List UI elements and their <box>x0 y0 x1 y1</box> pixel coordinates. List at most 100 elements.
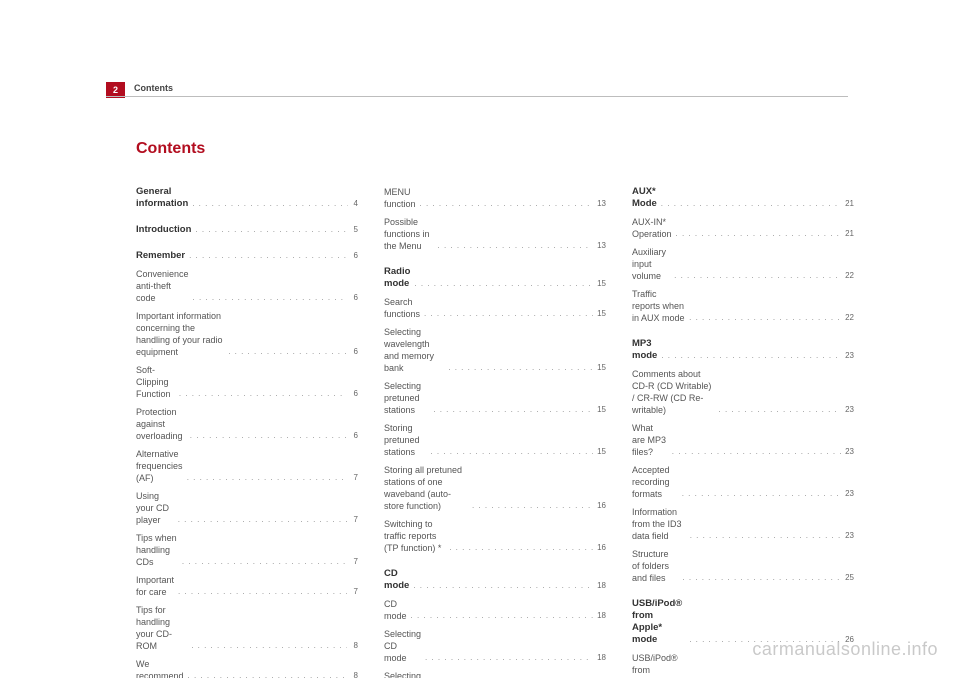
toc-entry: Structure of folders and files . . . . .… <box>632 548 854 584</box>
toc-entry: Storing all pretuned stations of one wav… <box>384 464 606 512</box>
toc-entry-page: 15 <box>597 404 606 416</box>
toc-leader-dots: . . . . . . . . . . . . . . . . . . . . … <box>689 312 841 324</box>
toc-leader-dots: . . . . . . . . . . . . . . . . . . . . … <box>690 530 841 542</box>
toc-entry-label: Accepted recording formats <box>632 464 678 500</box>
toc-entry: Selecting CD tracks . . . . . . . . . . … <box>384 670 606 678</box>
page-title: Contents <box>136 140 205 158</box>
toc-entry-page: 5 <box>352 224 358 236</box>
toc-leader-dots: . . . . . . . . . . . . . . . . . . . . … <box>430 446 593 458</box>
toc-entry-page: 21 <box>845 198 854 210</box>
running-head: Contents <box>134 83 173 93</box>
toc-entry: Switching to traffic reports (TP functio… <box>384 518 606 554</box>
toc-leader-dots: . . . . . . . . . . . . . . . . . . . . … <box>661 198 841 210</box>
toc-column: AUX* Mode . . . . . . . . . . . . . . . … <box>632 186 854 678</box>
toc-leader-dots: . . . . . . . . . . . . . . . . . . . . … <box>661 350 841 362</box>
toc-entry-page: 8 <box>351 670 358 678</box>
toc-entry-label: We recommend <box>136 658 184 678</box>
toc-entry-page: 22 <box>845 270 854 282</box>
toc-entry-label: Using your CD player <box>136 490 174 526</box>
toc-entry-page: 7 <box>351 586 358 598</box>
toc-entry-page: 16 <box>597 500 606 512</box>
toc-entry-label: Alternative frequencies (AF) <box>136 448 183 484</box>
toc-entry-label: Traffic reports when in AUX mode <box>632 288 685 324</box>
toc-leader-dots: . . . . . . . . . . . . . . . . . . . . … <box>472 500 593 512</box>
toc-entry-label: USB/iPod® from Apple* mode <box>632 598 685 646</box>
toc-entry-label: Soft-Clipping Function <box>136 364 175 400</box>
toc-leader-dots: . . . . . . . . . . . . . . . . . . . . … <box>411 610 594 622</box>
toc-entry: Traffic reports when in AUX mode . . . .… <box>632 288 854 324</box>
toc-entry-page: 18 <box>597 580 606 592</box>
watermark: carmanualsonline.info <box>752 639 938 660</box>
toc-entry: MP3 mode . . . . . . . . . . . . . . . .… <box>632 338 854 362</box>
toc-entry: Protection against overloading . . . . .… <box>136 406 358 442</box>
toc-entry-label: Comments about CD-R (CD Writable) / CR-R… <box>632 368 715 416</box>
toc-entry-page: 4 <box>352 198 358 210</box>
toc-leader-dots: . . . . . . . . . . . . . . . . . . . . … <box>449 542 593 554</box>
toc-entry-page: 16 <box>597 542 606 554</box>
toc-entry-page: 13 <box>597 198 606 210</box>
toc-entry: Selecting CD mode . . . . . . . . . . . … <box>384 628 606 664</box>
toc-entry-page: 25 <box>845 572 854 584</box>
toc-entry: Remember . . . . . . . . . . . . . . . .… <box>136 250 358 262</box>
toc-entry-label: Tips for handling your CD-ROM <box>136 604 187 652</box>
toc-entry-page: 15 <box>597 308 606 320</box>
toc-leader-dots: . . . . . . . . . . . . . . . . . . . . … <box>178 514 347 526</box>
toc-entry: Search functions . . . . . . . . . . . .… <box>384 296 606 320</box>
toc-entry: Comments about CD-R (CD Writable) / CR-R… <box>632 368 854 416</box>
toc-leader-dots: . . . . . . . . . . . . . . . . . . . . … <box>425 652 593 664</box>
toc-entry-label: Selecting wavelength and memory bank <box>384 326 444 374</box>
toc-entry-page: 23 <box>845 446 854 458</box>
toc-entry: Radio mode . . . . . . . . . . . . . . .… <box>384 266 606 290</box>
toc-entry-label: Search functions <box>384 296 420 320</box>
toc-leader-dots: . . . . . . . . . . . . . . . . . . . . … <box>672 446 841 458</box>
toc-entry-page: 6 <box>351 430 358 442</box>
toc-entry: Convenience anti-theft code . . . . . . … <box>136 268 358 304</box>
toc-leader-dots: . . . . . . . . . . . . . . . . . . . . … <box>179 388 347 400</box>
toc-entry: Soft-Clipping Function . . . . . . . . .… <box>136 364 358 400</box>
toc-entry-label: What are MP3 files? <box>632 422 668 458</box>
toc-entry-label: MENU function <box>384 186 416 210</box>
toc-entry-label: Tips when handling CDs <box>136 532 178 568</box>
toc-entry: Tips for handling your CD-ROM . . . . . … <box>136 604 358 652</box>
toc-entry-label: Protection against overloading <box>136 406 186 442</box>
toc-entry-label: Radio mode <box>384 266 410 290</box>
toc-leader-dots: . . . . . . . . . . . . . . . . . . . . … <box>190 430 348 442</box>
toc-entry: Selecting pretuned stations . . . . . . … <box>384 380 606 416</box>
toc-leader-dots: . . . . . . . . . . . . . . . . . . . . … <box>182 556 347 568</box>
toc-entry-label: Storing all pretuned stations of one wav… <box>384 464 468 512</box>
toc-entry-page: 18 <box>597 610 606 622</box>
toc-entry-page: 18 <box>597 652 606 664</box>
toc-entry: AUX-IN* Operation . . . . . . . . . . . … <box>632 216 854 240</box>
toc-entry-label: Possible functions in the Menu <box>384 216 434 252</box>
toc-leader-dots: . . . . . . . . . . . . . . . . . . . . … <box>178 586 347 598</box>
toc-entry-label: Remember <box>136 250 185 262</box>
toc-leader-dots: . . . . . . . . . . . . . . . . . . . . … <box>195 224 347 236</box>
toc-entry-page: 6 <box>353 346 358 358</box>
toc-entry-page: 23 <box>845 488 854 500</box>
toc-columns: General information . . . . . . . . . . … <box>136 186 852 678</box>
toc-leader-dots: . . . . . . . . . . . . . . . . . . . . … <box>192 198 347 210</box>
toc-entry-label: CD mode <box>384 598 407 622</box>
toc-entry: Using your CD player . . . . . . . . . .… <box>136 490 358 526</box>
toc-entry-label: Selecting pretuned stations <box>384 380 429 416</box>
toc-entry: What are MP3 files? . . . . . . . . . . … <box>632 422 854 458</box>
toc-entry-page: 23 <box>845 404 854 416</box>
toc-column: General information . . . . . . . . . . … <box>136 186 358 678</box>
toc-entry-label: Selecting CD tracks <box>384 670 421 678</box>
toc-leader-dots: . . . . . . . . . . . . . . . . . . . . … <box>719 404 842 416</box>
toc-entry-label: AUX-IN* Operation <box>632 216 672 240</box>
toc-leader-dots: . . . . . . . . . . . . . . . . . . . . … <box>193 292 348 304</box>
toc-entry-label: Information from the ID3 data field <box>632 506 686 542</box>
toc-leader-dots: . . . . . . . . . . . . . . . . . . . . … <box>682 572 841 584</box>
toc-entry: Information from the ID3 data field . . … <box>632 506 854 542</box>
toc-leader-dots: . . . . . . . . . . . . . . . . . . . . … <box>189 250 347 262</box>
toc-entry: Tips when handling CDs . . . . . . . . .… <box>136 532 358 568</box>
header-rule <box>106 96 848 97</box>
toc-entry: Accepted recording formats . . . . . . .… <box>632 464 854 500</box>
toc-leader-dots: . . . . . . . . . . . . . . . . . . . . … <box>424 308 593 320</box>
toc-leader-dots: . . . . . . . . . . . . . . . . . . . . … <box>448 362 593 374</box>
toc-entry-page: 21 <box>845 228 854 240</box>
toc-entry-label: AUX* Mode <box>632 186 657 210</box>
toc-leader-dots: . . . . . . . . . . . . . . . . . . . . … <box>228 346 349 358</box>
toc-entry-label: Auxiliary input volume <box>632 246 670 282</box>
